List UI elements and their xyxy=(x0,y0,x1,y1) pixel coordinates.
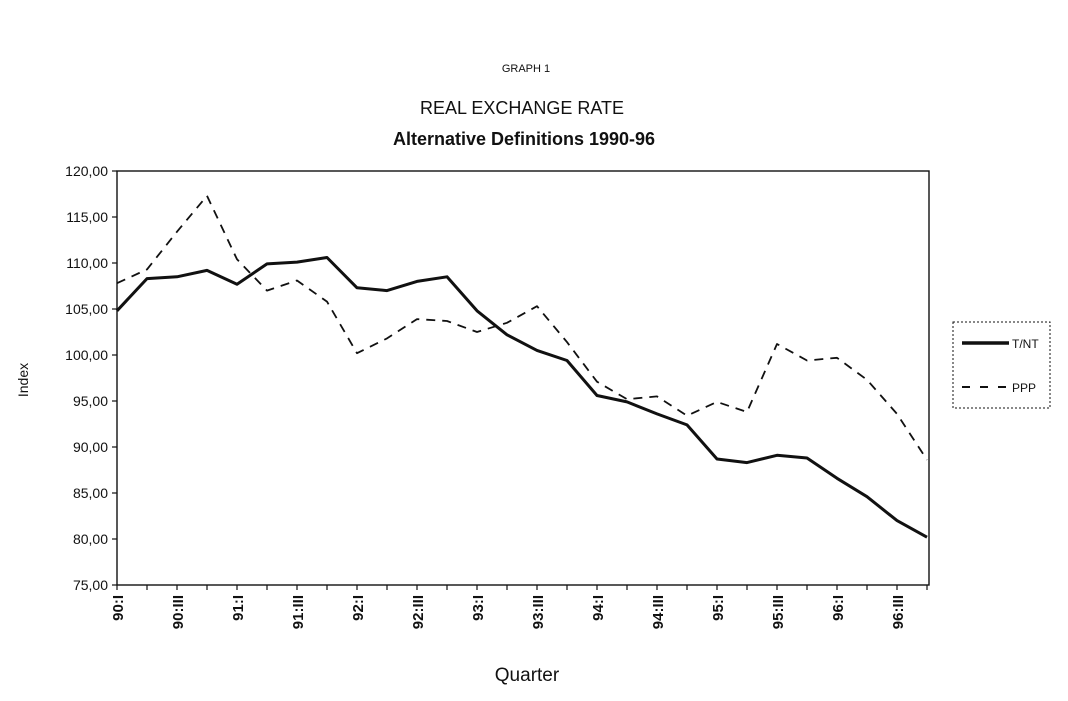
x-axis-label: Quarter xyxy=(495,665,560,686)
x-tick-label: 96:III xyxy=(890,595,907,629)
graph-label: GRAPH 1 xyxy=(502,63,550,75)
x-tick-label: 91:I xyxy=(230,595,247,621)
x-tick-label: 93:III xyxy=(530,595,547,629)
plot-frame xyxy=(116,170,930,586)
x-tick-label: 90:I xyxy=(110,595,127,621)
x-tick-label: 92:I xyxy=(350,595,367,621)
legend-box xyxy=(952,321,1051,409)
y-axis: 75,00 80,00 85,00 90,00 95,00 100,00 105,00 110… xyxy=(65,163,117,593)
x-tick-label: 96:I xyxy=(830,595,847,621)
x-tick-label: 91:III xyxy=(290,595,307,629)
y-tick-label: 100,00 xyxy=(65,347,108,363)
chart-subtitle: Alternative Definitions 1990-96 xyxy=(393,129,655,149)
y-tick-label: 90,00 xyxy=(73,439,108,455)
x-axis: 90:I 90:III 91:I 91:III 92:I 92:III 93:I 93:III… xyxy=(110,585,928,629)
y-tick-label: 110,00 xyxy=(66,255,108,271)
x-tick-label: 95:III xyxy=(770,595,787,629)
x-tick-label: 93:I xyxy=(470,595,487,621)
series-line-t-nt xyxy=(115,256,928,539)
series-line-ppp xyxy=(116,194,928,461)
y-tick-label: 85,00 xyxy=(73,485,108,501)
legend-label-tnt: T/NT xyxy=(1012,337,1039,351)
chart-title: REAL EXCHANGE RATE xyxy=(420,98,624,118)
y-tick-label: 75,00 xyxy=(73,577,108,593)
x-tick-label: 94:III xyxy=(650,595,667,629)
y-tick-label: 95,00 xyxy=(73,393,108,409)
x-tick-label: 94:I xyxy=(590,595,607,621)
y-tick-label: 105,00 xyxy=(65,301,108,317)
x-tick-label: 92:III xyxy=(410,595,427,629)
y-tick-label: 80,00 xyxy=(73,531,108,547)
x-tick-label: 95:I xyxy=(710,595,727,621)
series-layer xyxy=(115,194,928,539)
x-tick-label: 90:III xyxy=(170,595,187,629)
y-tick-label: 120,00 xyxy=(65,163,108,179)
legend: T/NT PPP xyxy=(952,321,1051,409)
legend-label-ppp: PPP xyxy=(1012,381,1036,395)
y-axis-label: Index xyxy=(15,363,31,397)
plot-area xyxy=(116,170,930,586)
y-tick-label: 115,00 xyxy=(66,209,108,225)
